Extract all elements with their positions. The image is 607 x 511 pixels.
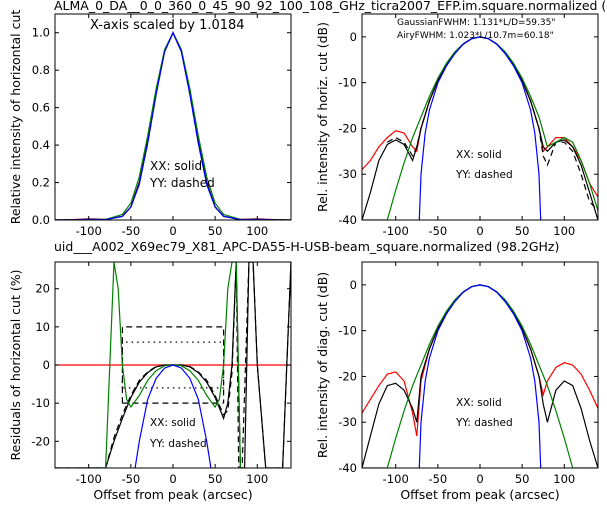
y-tick-label: 1.0 <box>32 26 50 40</box>
y-tick-label: -10 <box>338 324 357 338</box>
series-line-green-solid <box>362 284 598 468</box>
legend-note: XX: solid <box>150 159 202 173</box>
series-line-black-solid <box>362 284 598 468</box>
y-tick-label: 0.6 <box>32 101 50 115</box>
series-group <box>55 31 291 220</box>
y-tick-label: -10 <box>31 396 50 410</box>
series-line-green-solid <box>80 262 243 468</box>
series-line-black-dashed <box>55 262 291 468</box>
series-group <box>55 262 291 468</box>
series-line-black-solid <box>362 36 598 220</box>
series-line-red-solid <box>362 284 598 437</box>
series-line-blue-solid <box>418 284 542 468</box>
x-tick-label: 0 <box>476 224 483 238</box>
y-axis-label: Rel. intensity of horiz. cut (dB) <box>315 22 330 212</box>
y-tick-label: -30 <box>338 167 357 181</box>
scale-annotation: X-axis scaled by 1.0184 <box>90 18 245 33</box>
legend-note: XX: solid <box>150 417 196 429</box>
x-tick-label: -100 <box>383 472 409 486</box>
series-line-black-dotted <box>121 341 225 389</box>
x-tick-label: 0 <box>476 472 483 486</box>
x-tick-label: 50 <box>208 472 223 486</box>
x-tick-label: -50 <box>428 472 447 486</box>
series-line-black-solid <box>55 31 291 220</box>
x-tick-label: -50 <box>428 224 447 238</box>
x-tick-label: 100 <box>246 472 268 486</box>
legend-note: YY: dashed <box>455 417 513 429</box>
series-line-black-dashed <box>55 31 291 220</box>
series-line-green-solid <box>55 31 291 220</box>
fwhm-label-green: GaussianFWHM: 1.131*L/D=59.35" <box>397 18 555 28</box>
x-tick-label: 0 <box>169 224 176 238</box>
legend-note: YY: dashed <box>455 169 513 181</box>
x-tick-label: 50 <box>208 224 223 238</box>
y-tick-label: 0.2 <box>32 176 50 190</box>
panel-top-right: -100 -50 0 50 100 0 -10 -20 -30 -40 Rel. intensity… <box>315 13 599 238</box>
series-line-blue-solid <box>55 31 291 220</box>
y-axis-label: Relative intensity of horizontal cut <box>8 10 23 225</box>
x-tick-label: 100 <box>553 472 575 486</box>
figure-top-title: ALMA_0_DA__0_0_360_0_45_90_92_100_108_GH… <box>54 0 606 13</box>
series-group <box>362 36 598 220</box>
figure-mid-title: uid___A002_X69ec79_X81_APC-DA55-H-USB-be… <box>54 239 559 254</box>
x-tick-label: 50 <box>515 472 530 486</box>
y-tick-label: 0.0 <box>32 213 50 227</box>
legend-note: YY: dashed <box>149 438 207 450</box>
x-tick-label: 50 <box>515 224 530 238</box>
series-line-blue-solid <box>134 364 212 468</box>
y-tick-label: -20 <box>338 369 357 383</box>
series-line-green-solid <box>362 36 598 220</box>
series-line-black-dashed <box>387 36 598 212</box>
axes-frame <box>361 261 599 469</box>
fwhm-label-blue: AiryFWHM: 1.023*L/10.7m=60.18" <box>397 31 554 41</box>
y-tick-label: 20 <box>35 282 50 296</box>
y-tick-label: -40 <box>338 213 357 227</box>
x-tick-label: 100 <box>553 224 575 238</box>
y-tick-label: 0 <box>350 278 357 292</box>
y-tick-label: -30 <box>338 415 357 429</box>
series-line-blue-solid <box>418 36 542 220</box>
series-line-red-solid <box>55 31 291 220</box>
series-group <box>362 284 598 468</box>
x-axis-label: Offset from peak (arcsec) <box>400 487 559 502</box>
y-tick-label: -20 <box>338 121 357 135</box>
y-tick-label: 0 <box>43 358 50 372</box>
x-tick-label: -100 <box>76 472 102 486</box>
x-tick-label: -100 <box>76 224 102 238</box>
y-axis-label: Rel. intensity of diag. cut (dB) <box>315 272 330 458</box>
axes-frame <box>361 13 599 221</box>
x-tick-label: -50 <box>121 224 140 238</box>
y-tick-label: 10 <box>35 320 50 334</box>
y-tick-label: -40 <box>338 461 357 475</box>
x-tick-label: -100 <box>383 224 409 238</box>
x-axis-label: Offset from peak (arcsec) <box>93 487 252 502</box>
x-tick-label: 0 <box>169 472 176 486</box>
y-tick-label: -10 <box>338 76 357 90</box>
legend-note: XX: solid <box>456 149 502 161</box>
y-tick-label: 0 <box>350 30 357 44</box>
panel-top-left: -100 -50 0 50 100 0.0 0.2 0.4 0.6 0.8 1.0 Relative … <box>8 10 292 238</box>
x-tick-label: -50 <box>121 472 140 486</box>
y-tick-label: 0.8 <box>32 63 50 77</box>
y-tick-label: 0.4 <box>32 138 50 152</box>
y-axis-label: Residuals of horizontal cut (%) <box>8 270 23 461</box>
panel-bottom-right: -100 -50 0 50 100 0 -10 -20 -30 -40 Rel. intensity… <box>315 261 599 502</box>
legend-note: YY: dashed <box>149 176 215 190</box>
x-tick-label: 100 <box>246 224 268 238</box>
legend-note: XX: solid <box>456 397 502 409</box>
y-tick-label: -20 <box>31 434 50 448</box>
